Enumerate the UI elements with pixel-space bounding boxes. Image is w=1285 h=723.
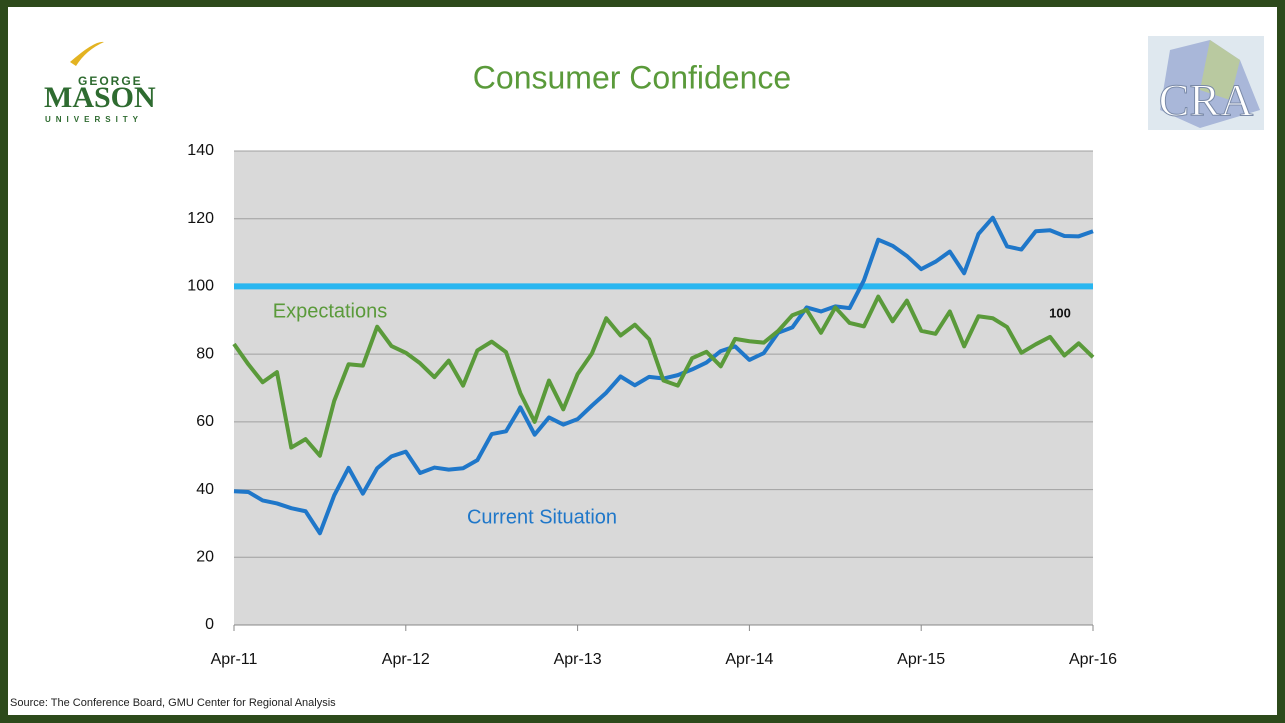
y-tick-label: 40 [196,481,214,498]
cra-logo: CRA [1148,36,1264,130]
series-annotation: Expectations [273,300,388,322]
gmu-logo: GEORGE MASON UNIVERSITY [44,41,156,124]
x-tick-label: Apr-13 [554,651,602,668]
logo-text: GEORGE [78,74,143,88]
x-tick-label: Apr-12 [382,651,430,668]
y-tick-label: 140 [187,142,214,159]
x-tick-label: Apr-16 [1069,651,1117,668]
logo-map [1200,40,1240,100]
logo-swoosh [70,41,104,66]
chart-title: Consumer Confidence [473,59,791,95]
logo-text: CRA [1159,75,1254,126]
y-tick-label: 100 [187,278,214,295]
y-tick-label: 80 [196,345,214,362]
grid: 0 20 40 60 80 100 120 140 Apr-11 Apr-12 Apr-13 Apr-… [187,142,1117,668]
logo-text: UNIVERSITY [45,115,143,124]
series-annotation: Current Situation [467,506,617,528]
plot-area [234,151,1093,625]
lines [232,215,1095,536]
y-tick-label: 20 [196,549,214,566]
y-tick-label: 0 [205,616,214,633]
y-tick-label: 120 [187,210,214,227]
x-tick-label: Apr-15 [897,651,945,668]
series-line [232,294,1095,458]
reference-label: 100 [1049,305,1071,320]
source: Source: The Conference Board, GMU Center… [10,697,336,709]
x-tick-label: Apr-11 [211,651,258,668]
x-tick-label: Apr-14 [725,651,773,668]
y-tick-label: 60 [196,413,214,430]
logo-text: MASON [44,81,156,114]
